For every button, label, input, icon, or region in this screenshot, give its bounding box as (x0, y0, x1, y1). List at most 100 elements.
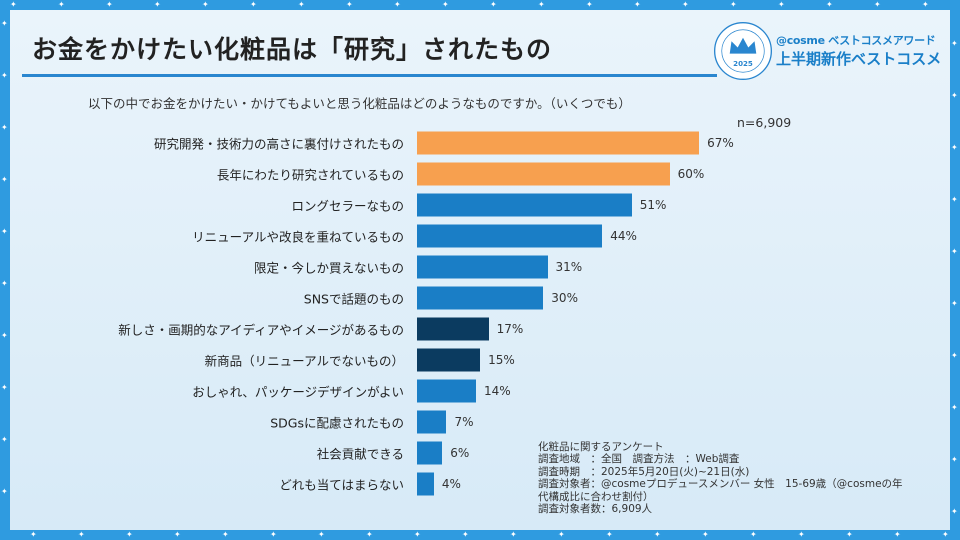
sparkle-decoration: ✦ (1, 71, 8, 80)
sparkle-decoration: ✦ (1, 19, 8, 28)
sparkle-decoration: ✦ (510, 530, 517, 539)
note-line: 代構成比に合わせ割付） (538, 490, 654, 503)
sparkle-decoration: ✦ (202, 0, 209, 9)
sparkle-decoration: ✦ (606, 530, 613, 539)
category-label: SDGsに配慮されたもの (270, 415, 404, 431)
sparkle-decoration: ✦ (1, 279, 8, 288)
category-label: SNSで話題のもの (303, 291, 404, 307)
sparkle-decoration: ✦ (894, 530, 901, 539)
sparkle-decoration: ✦ (174, 530, 181, 539)
category-label: 社会貢献できる (316, 446, 404, 462)
category-label: リニューアルや改良を重ねているもの (192, 229, 404, 245)
value-label: 67% (707, 136, 734, 150)
sparkle-decoration: ✦ (951, 455, 958, 464)
sparkle-decoration: ✦ (874, 0, 881, 9)
sparkle-decoration: ✦ (78, 530, 85, 539)
title-underline (22, 74, 717, 77)
sparkle-decoration: ✦ (951, 351, 958, 360)
sparkle-decoration: ✦ (702, 530, 709, 539)
bar (417, 255, 548, 279)
category-label: 長年にわたり研究されているもの (216, 167, 404, 183)
sparkle-decoration: ✦ (951, 91, 958, 100)
bar (417, 193, 632, 217)
sparkle-decoration: ✦ (346, 0, 353, 9)
sparkle-decoration: ✦ (106, 0, 113, 9)
note-line: 調査対象者：@cosmeプロデュースメンバー 女性 15-69歳（@cosmeの… (538, 478, 903, 491)
sparkle-decoration: ✦ (682, 0, 689, 9)
logo-year: 2025 (733, 59, 753, 68)
sparkle-decoration: ✦ (1, 331, 8, 340)
sparkle-decoration: ✦ (126, 530, 133, 539)
sparkle-decoration: ✦ (951, 195, 958, 204)
sparkle-decoration: ✦ (462, 530, 469, 539)
award-logo-icon: 2025 (713, 21, 773, 81)
bar (417, 348, 481, 372)
sparkle-decoration: ✦ (730, 0, 737, 9)
sparkle-decoration: ✦ (1, 123, 8, 132)
sparkle-decoration: ✦ (798, 530, 805, 539)
page-title: お金をかけたい化粧品は「研究」されたもの (32, 35, 553, 64)
sparkle-decoration: ✦ (10, 0, 17, 9)
survey-note: 化粧品に関するアンケート 調査地域 ：全国 調査方法 ：Web調査 調査時期 ：20… (538, 441, 903, 515)
sparkle-decoration: ✦ (951, 507, 958, 516)
bar (417, 162, 670, 186)
note-line: 調査時期 ：2025年5月20日(火)~21日(水) (538, 465, 750, 478)
sparkle-decoration: ✦ (951, 247, 958, 256)
question-text: 以下の中でお金をかけたい・かけてもよいと思う化粧品はどのようなものですか。（いく… (88, 96, 631, 111)
sparkle-decoration: ✦ (826, 0, 833, 9)
sparkle-decoration: ✦ (538, 0, 545, 9)
bar (417, 410, 447, 434)
sparkle-decoration: ✦ (270, 530, 277, 539)
sparkle-decoration: ✦ (951, 39, 958, 48)
sparkle-decoration: ✦ (942, 530, 949, 539)
sparkle-decoration: ✦ (922, 0, 929, 9)
sparkle-decoration: ✦ (750, 530, 757, 539)
note-line: 調査地域 ：全国 調査方法 ：Web調査 (538, 453, 740, 466)
note-line: 化粧品に関するアンケート (538, 441, 664, 453)
brand-line-2: 上半期新作ベストコスメ (776, 50, 942, 68)
category-label: 新しさ・画期的なアイディアやイメージがあるもの (118, 322, 404, 338)
value-label: 15% (488, 353, 515, 367)
category-label: 研究開発・技術力の高さに裏付けされたもの (153, 136, 404, 152)
bar (417, 379, 476, 403)
sparkle-decoration: ✦ (951, 299, 958, 308)
sparkle-decoration: ✦ (846, 530, 853, 539)
sparkle-decoration: ✦ (414, 530, 421, 539)
sample-size: n=6,909 (737, 115, 792, 130)
value-label: 31% (555, 260, 583, 274)
category-label: 新商品（リニューアルでないもの） (204, 353, 404, 369)
value-label: 60% (677, 167, 705, 181)
sparkle-decoration: ✦ (951, 143, 958, 152)
bar (417, 317, 489, 341)
sparkle-decoration: ✦ (1, 383, 8, 392)
sparkle-decoration: ✦ (558, 530, 565, 539)
sparkle-decoration: ✦ (58, 0, 65, 9)
sparkle-decoration: ✦ (490, 0, 497, 9)
sparkle-decoration: ✦ (1, 487, 8, 496)
sparkle-decoration: ✦ (394, 0, 401, 9)
bar (417, 224, 603, 248)
category-label: 限定・今しか買えないもの (253, 260, 404, 276)
category-label: ロングセラーなもの (291, 198, 404, 214)
value-label: 4% (441, 477, 461, 491)
value-label: 6% (450, 446, 470, 460)
category-label: おしゃれ、パッケージデザインがよい (192, 384, 404, 400)
sparkle-decoration: ✦ (586, 0, 593, 9)
sparkle-decoration: ✦ (634, 0, 641, 9)
sparkle-decoration: ✦ (778, 0, 785, 9)
sparkle-decoration: ✦ (1, 435, 8, 444)
value-label: 30% (551, 291, 578, 305)
note-line: 調査対象者数：6,909人 (538, 503, 653, 516)
sparkle-decoration: ✦ (298, 0, 305, 9)
bar (417, 286, 544, 310)
sparkle-decoration: ✦ (250, 0, 257, 9)
sparkle-decoration: ✦ (30, 530, 37, 539)
value-label: 44% (610, 229, 637, 243)
brand-line-1: @cosme ベストコスメアワード (776, 34, 936, 47)
value-label: 51% (639, 198, 667, 212)
value-label: 7% (454, 415, 474, 429)
sparkle-decoration: ✦ (951, 403, 958, 412)
sparkle-decoration: ✦ (1, 227, 8, 236)
bar (417, 131, 700, 155)
sparkle-decoration: ✦ (442, 0, 449, 9)
